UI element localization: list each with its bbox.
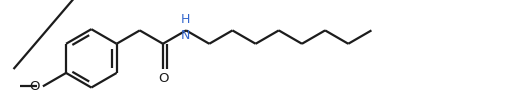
Text: H: H (181, 13, 190, 26)
Text: N: N (181, 29, 190, 42)
Text: O: O (158, 72, 168, 85)
Text: O: O (30, 80, 40, 93)
